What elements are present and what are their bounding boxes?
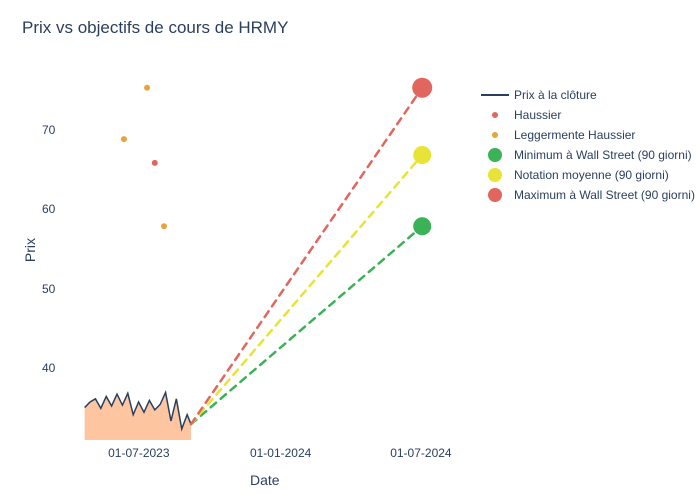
x-tick-label: 01-07-2023 — [108, 446, 169, 460]
projection-line-avg — [191, 155, 422, 424]
legend-swatch — [480, 94, 510, 96]
legend-label: Haussier — [514, 108, 561, 122]
legend-swatch — [480, 112, 510, 118]
legend-label: Minimum à Wall Street (90 giorni) — [514, 148, 692, 162]
legend-swatch — [480, 132, 510, 138]
target-marker-min — [413, 217, 431, 235]
target-marker-avg — [413, 146, 431, 164]
legend-swatch — [480, 188, 510, 202]
legend-label: Leggermente Haussier — [514, 128, 635, 142]
x-tick-label: 01-07-2024 — [390, 446, 451, 460]
legend-dot-icon — [488, 148, 502, 162]
legend-item[interactable]: Minimum à Wall Street (90 giorni) — [480, 145, 695, 165]
legend-dot-icon — [488, 188, 502, 202]
y-tick-label: 50 — [42, 282, 55, 296]
chart-title: Prix vs objectifs de cours de HRMY — [22, 18, 288, 38]
target-marker-max — [412, 78, 432, 98]
x-tick-label: 01-01-2024 — [250, 446, 311, 460]
price-area-fill — [85, 393, 191, 441]
legend-swatch — [480, 168, 510, 182]
legend-item[interactable]: Maximum à Wall Street (90 giorni) — [480, 185, 695, 205]
chart-container: Prix vs objectifs de cours de HRMY Prix … — [0, 0, 700, 500]
legend-line-icon — [481, 94, 509, 96]
legend-item[interactable]: Prix à la clôture — [480, 85, 695, 105]
legend-swatch — [480, 148, 510, 162]
scatter-leg-haussier — [121, 136, 127, 142]
legend-item[interactable]: Notation moyenne (90 giorni) — [480, 165, 695, 185]
scatter-haussier — [152, 160, 158, 166]
x-axis-label: Date — [250, 472, 280, 488]
scatter-leg-haussier — [144, 85, 150, 91]
plot-area — [70, 60, 470, 440]
scatter-leg-haussier — [161, 223, 167, 229]
legend-label: Maximum à Wall Street (90 giorni) — [514, 188, 695, 202]
y-tick-label: 40 — [42, 361, 55, 375]
legend-dot-icon — [492, 132, 498, 138]
legend-label: Notation moyenne (90 giorni) — [514, 168, 669, 182]
legend-item[interactable]: Haussier — [480, 105, 695, 125]
legend-item[interactable]: Leggermente Haussier — [480, 125, 695, 145]
legend-label: Prix à la clôture — [514, 88, 597, 102]
legend-dot-icon — [488, 168, 502, 182]
legend: Prix à la clôture Haussier Leggermente Hau… — [480, 85, 695, 205]
legend-dot-icon — [492, 112, 498, 118]
y-tick-label: 60 — [42, 202, 55, 216]
y-tick-label: 70 — [42, 123, 55, 137]
y-axis-label: Prix — [22, 238, 38, 262]
projection-line-max — [191, 88, 422, 424]
